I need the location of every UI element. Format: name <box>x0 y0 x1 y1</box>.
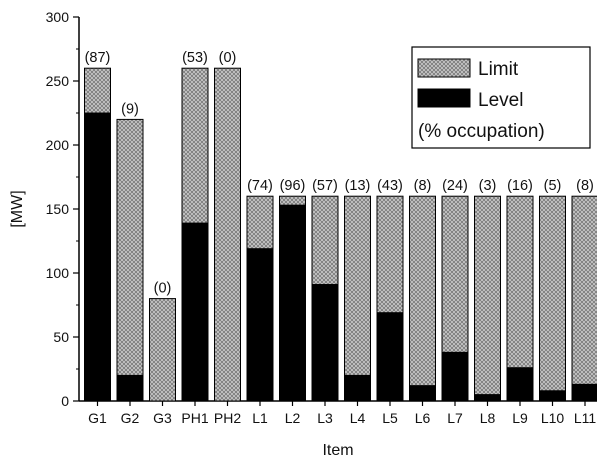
bar-limit-l6 <box>409 195 436 402</box>
bar-level-l2 <box>279 204 306 402</box>
x-tick-label-l5: L5 <box>382 410 398 426</box>
x-tick-label-l3: L3 <box>317 410 333 426</box>
data-label-g2: (9) <box>121 101 139 117</box>
bar-limit-g3 <box>149 298 176 402</box>
data-label-g1: (87) <box>85 50 111 66</box>
data-label-l4: (13) <box>345 178 371 194</box>
plot-area: 0 50 100 150 200 250 300 G1 G2 G3 PH1 PH2 L1 L2 L3 L4 L… <box>46 9 597 426</box>
bar-level-l3 <box>311 284 339 402</box>
bar-limit-l10 <box>539 195 566 402</box>
bar-limit-l11 <box>571 195 597 402</box>
x-tick-label-l7: L7 <box>447 410 463 426</box>
legend-label-limit: Limit <box>478 59 519 80</box>
bar-level-g2 <box>116 374 144 402</box>
data-label-l8: (3) <box>479 178 497 194</box>
bar-level-l10 <box>539 390 566 402</box>
x-axis-label: Item <box>322 442 353 459</box>
data-label-l10: (5) <box>544 178 562 194</box>
legend-swatch-limit <box>417 58 471 78</box>
legend-note: (% occupation) <box>418 121 545 142</box>
data-label-l11: (8) <box>576 178 594 194</box>
data-label-l9: (16) <box>507 178 533 194</box>
data-labels: (87) (9) (0) (53) (0) (74) (96) (57) (13) (43) (8)… <box>85 50 594 296</box>
bar-level-ph1 <box>181 222 209 402</box>
bar-limit-l8 <box>474 195 501 402</box>
bar-level-l8 <box>474 394 501 402</box>
data-label-l1: (74) <box>247 178 273 194</box>
bars <box>84 67 597 402</box>
bar-limit-l9 <box>506 195 534 402</box>
data-label-l2: (96) <box>280 178 306 194</box>
bar-level-l5 <box>376 312 404 402</box>
x-tick-label-l8: L8 <box>480 410 496 426</box>
y-tick-label: 300 <box>46 9 70 25</box>
bar-limit-l4 <box>344 195 371 402</box>
x-tick-label-g2: G2 <box>121 410 140 426</box>
x-tick-label-l1: L1 <box>252 410 268 426</box>
bar-limit-g2 <box>116 118 144 402</box>
bar-level-l11 <box>571 383 597 402</box>
x-tick-label-l11: L11 <box>574 410 597 426</box>
y-tick-label: 100 <box>46 265 70 281</box>
data-label-g3: (0) <box>154 281 172 297</box>
bar-limit-ph2 <box>214 67 241 402</box>
bar-level-l4 <box>344 374 371 402</box>
bar-level-l6 <box>409 385 436 402</box>
y-tick-label: 200 <box>46 137 70 153</box>
y-ticks: 0 50 100 150 200 250 300 <box>46 9 79 409</box>
data-label-l6: (8) <box>414 178 432 194</box>
bar-level-g1 <box>84 112 111 402</box>
x-tick-label-l10: L10 <box>541 410 565 426</box>
data-label-ph1: (53) <box>182 50 208 66</box>
y-tick-label: 150 <box>46 201 70 217</box>
bar-level-l7 <box>441 351 469 402</box>
y-tick-label: 50 <box>53 329 69 345</box>
x-tick-label-l2: L2 <box>285 410 301 426</box>
data-label-l7: (24) <box>442 178 468 194</box>
x-tick-label-l6: L6 <box>415 410 431 426</box>
y-tick-label: 250 <box>46 73 70 89</box>
x-ticks: G1 G2 G3 PH1 PH2 L1 L2 L3 L4 L5 L6 L7 L8 L9 L10 L11 <box>88 401 596 426</box>
x-tick-label-l9: L9 <box>512 410 528 426</box>
x-tick-label-ph2: PH2 <box>214 410 241 426</box>
legend-label-level: Level <box>478 90 523 111</box>
x-tick-label-ph1: PH1 <box>181 410 208 426</box>
x-tick-label-l4: L4 <box>350 410 366 426</box>
legend-swatch-level <box>417 88 471 108</box>
y-axis-label: [MW] <box>9 190 26 227</box>
bar-level-l1 <box>246 248 274 402</box>
x-tick-label-g3: G3 <box>153 410 172 426</box>
data-label-ph2: (0) <box>219 50 237 66</box>
data-label-l3: (57) <box>312 178 338 194</box>
bar-level-l9 <box>506 367 534 402</box>
x-tick-label-g1: G1 <box>88 410 107 426</box>
y-tick-label: 0 <box>61 393 69 409</box>
data-label-l5: (43) <box>377 178 403 194</box>
legend: Limit Level (% occupation) <box>411 46 591 149</box>
